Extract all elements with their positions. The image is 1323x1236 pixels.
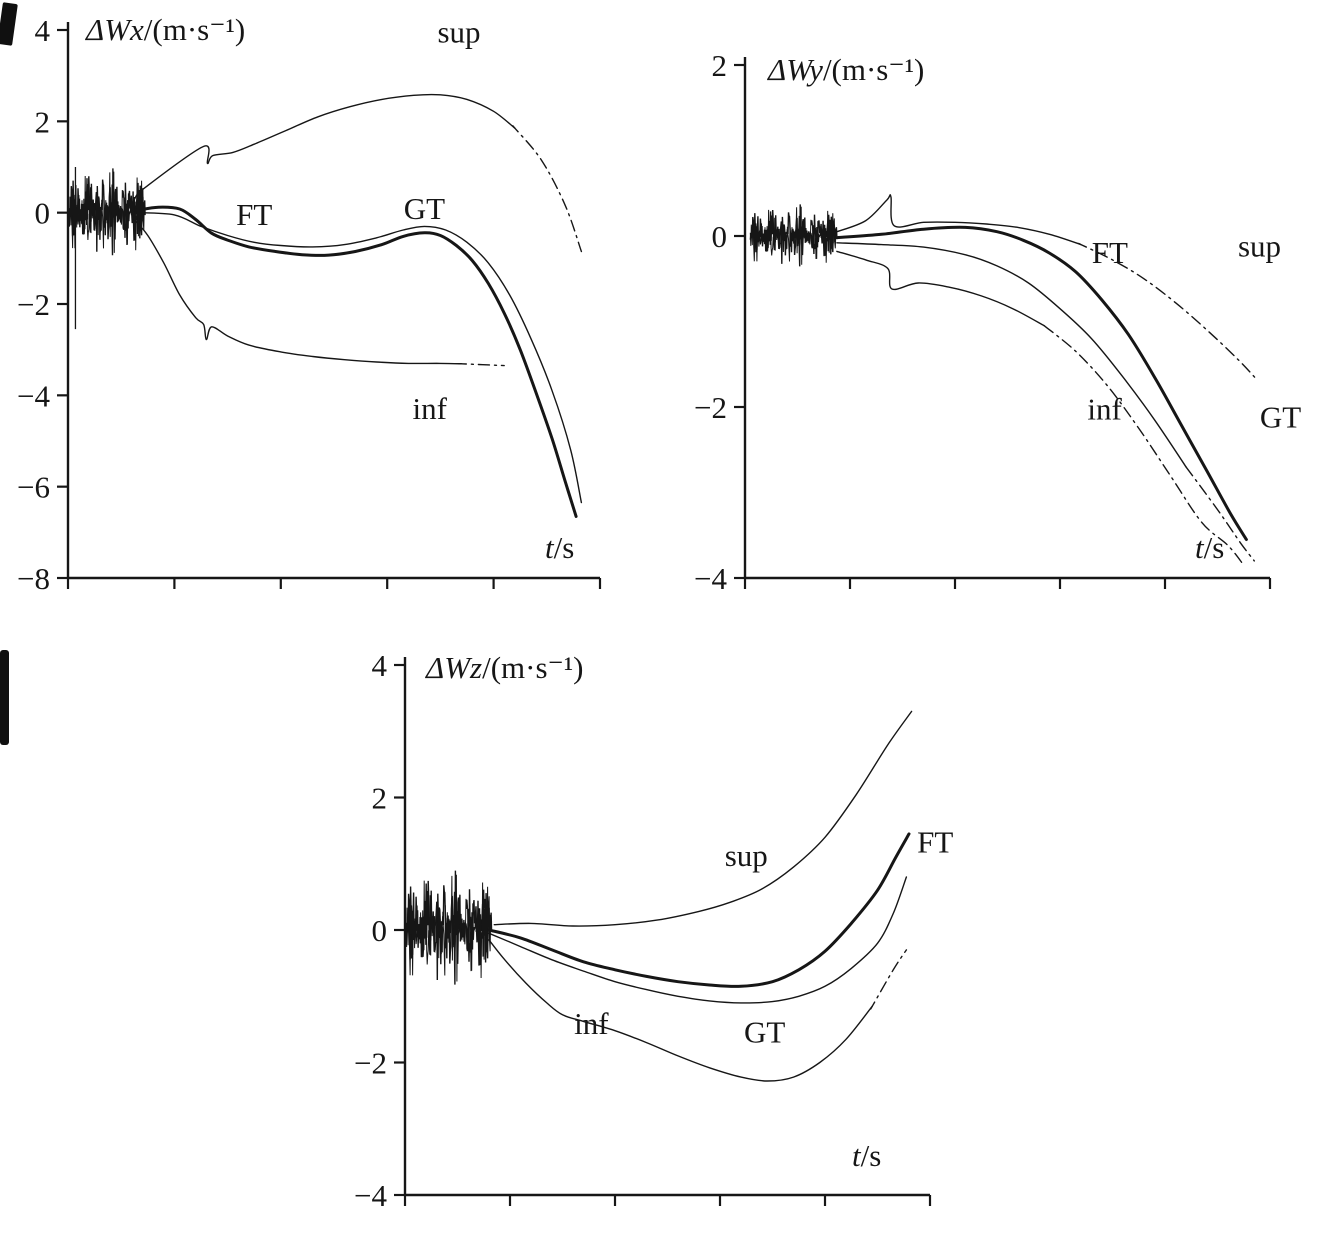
y-tick-label: 2 xyxy=(712,48,728,83)
y-tick-label: 0 xyxy=(35,196,51,231)
x-axis-label-wy: t/s xyxy=(1195,530,1224,566)
series-inf xyxy=(488,939,873,1082)
y-tick-label: −4 xyxy=(694,561,727,596)
series-sup xyxy=(836,194,1082,246)
chart-delta-wy: ΔWy/(m·s⁻¹) t/s 2 0 −2 −4 FT sup inf GT xyxy=(660,30,1323,622)
y-tick-label: 4 xyxy=(35,13,51,48)
series-inf xyxy=(1043,325,1245,566)
curve-label-inf: inf xyxy=(574,1006,609,1041)
x-axis-variable: t xyxy=(1195,530,1204,565)
curve-label-GT: GT xyxy=(404,191,445,226)
y-tick-label: 0 xyxy=(712,219,728,254)
axis-title-wx: ΔWx/(m·s⁻¹) xyxy=(86,12,245,48)
series-sup xyxy=(493,710,913,927)
series-GT xyxy=(488,876,908,1004)
series-FT xyxy=(835,225,1248,541)
axis-title-unit: /(m·s⁻¹) xyxy=(482,650,584,685)
y-tick-label: 0 xyxy=(372,913,388,948)
x-axis-unit: /s xyxy=(860,1138,882,1173)
curve-label-FT: FT xyxy=(236,197,272,232)
curve-label-GT: GT xyxy=(744,1015,785,1050)
y-tick-label: −2 xyxy=(17,287,50,322)
chart-delta-wx: ΔWx/(m·s⁻¹) t/s 4 2 0 −2 −4 −6 −8 sup FT GT inf xyxy=(0,0,650,625)
series-GT xyxy=(836,242,1187,468)
curve-label-FT: FT xyxy=(917,825,953,860)
axis-title-variable: ΔWy xyxy=(768,52,823,87)
y-tick-label: −6 xyxy=(17,470,50,505)
y-tick-label: −2 xyxy=(354,1046,387,1081)
curve-label-sup: sup xyxy=(437,14,480,49)
series-inf xyxy=(836,250,1045,327)
curve-label-GT: GT xyxy=(1260,399,1301,434)
y-tick-label: −2 xyxy=(694,390,727,425)
axis-title-variable: ΔWx xyxy=(86,12,144,47)
y-tick-label: −4 xyxy=(17,378,50,413)
chart-delta-wz: ΔWz/(m·s⁻¹) t/s 4 2 0 −2 −4 sup FT inf GT xyxy=(330,640,1030,1236)
curve-label-inf: inf xyxy=(1087,392,1122,427)
y-tick-label: 2 xyxy=(372,781,388,816)
y-tick-label: 2 xyxy=(35,104,51,139)
series-GT xyxy=(1185,466,1255,562)
series-sup xyxy=(133,93,516,200)
signal-noise-burst xyxy=(405,874,493,982)
series-sup xyxy=(512,125,583,253)
axis-title-wz: ΔWz/(m·s⁻¹) xyxy=(426,650,584,686)
curve-label-FT: FT xyxy=(1092,235,1128,270)
axis-title-wy: ΔWy/(m·s⁻¹) xyxy=(768,52,924,88)
series-inf xyxy=(133,218,463,365)
axis-title-unit: /(m·s⁻¹) xyxy=(822,52,925,87)
signal-noise-burst xyxy=(749,206,838,265)
x-axis-unit: /s xyxy=(1203,530,1225,565)
y-tick-label: 4 xyxy=(372,648,388,683)
series-FT xyxy=(487,832,911,988)
x-axis-label-wx: t/s xyxy=(545,530,574,566)
series-FT xyxy=(135,205,578,518)
plot-area-wz: 4 2 0 −2 −4 sup FT inf GT xyxy=(354,648,953,1213)
series-sup xyxy=(1078,242,1258,381)
x-axis-unit: /s xyxy=(553,530,575,565)
signal-noise-burst xyxy=(68,171,146,253)
x-axis-label-wz: t/s xyxy=(852,1138,881,1174)
axis-title-variable: ΔWz xyxy=(426,650,483,685)
series-inf xyxy=(457,362,505,367)
x-axis-variable: t xyxy=(545,530,554,565)
y-tick-label: −8 xyxy=(17,561,50,596)
curve-label-sup: sup xyxy=(725,838,768,873)
curve-label-sup: sup xyxy=(1238,228,1281,263)
scan-artifact xyxy=(0,650,9,745)
series-inf xyxy=(870,949,908,1010)
x-axis-variable: t xyxy=(852,1138,861,1173)
series-GT xyxy=(136,212,583,504)
axis-title-unit: /(m·s⁻¹) xyxy=(143,12,246,47)
curve-label-inf: inf xyxy=(413,391,448,426)
y-tick-label: −4 xyxy=(354,1178,387,1213)
plot-area-wx: 4 2 0 −2 −4 −6 −8 sup FT GT inf xyxy=(17,13,602,596)
plot-area-wy: 2 0 −2 −4 FT sup inf GT xyxy=(694,48,1301,596)
